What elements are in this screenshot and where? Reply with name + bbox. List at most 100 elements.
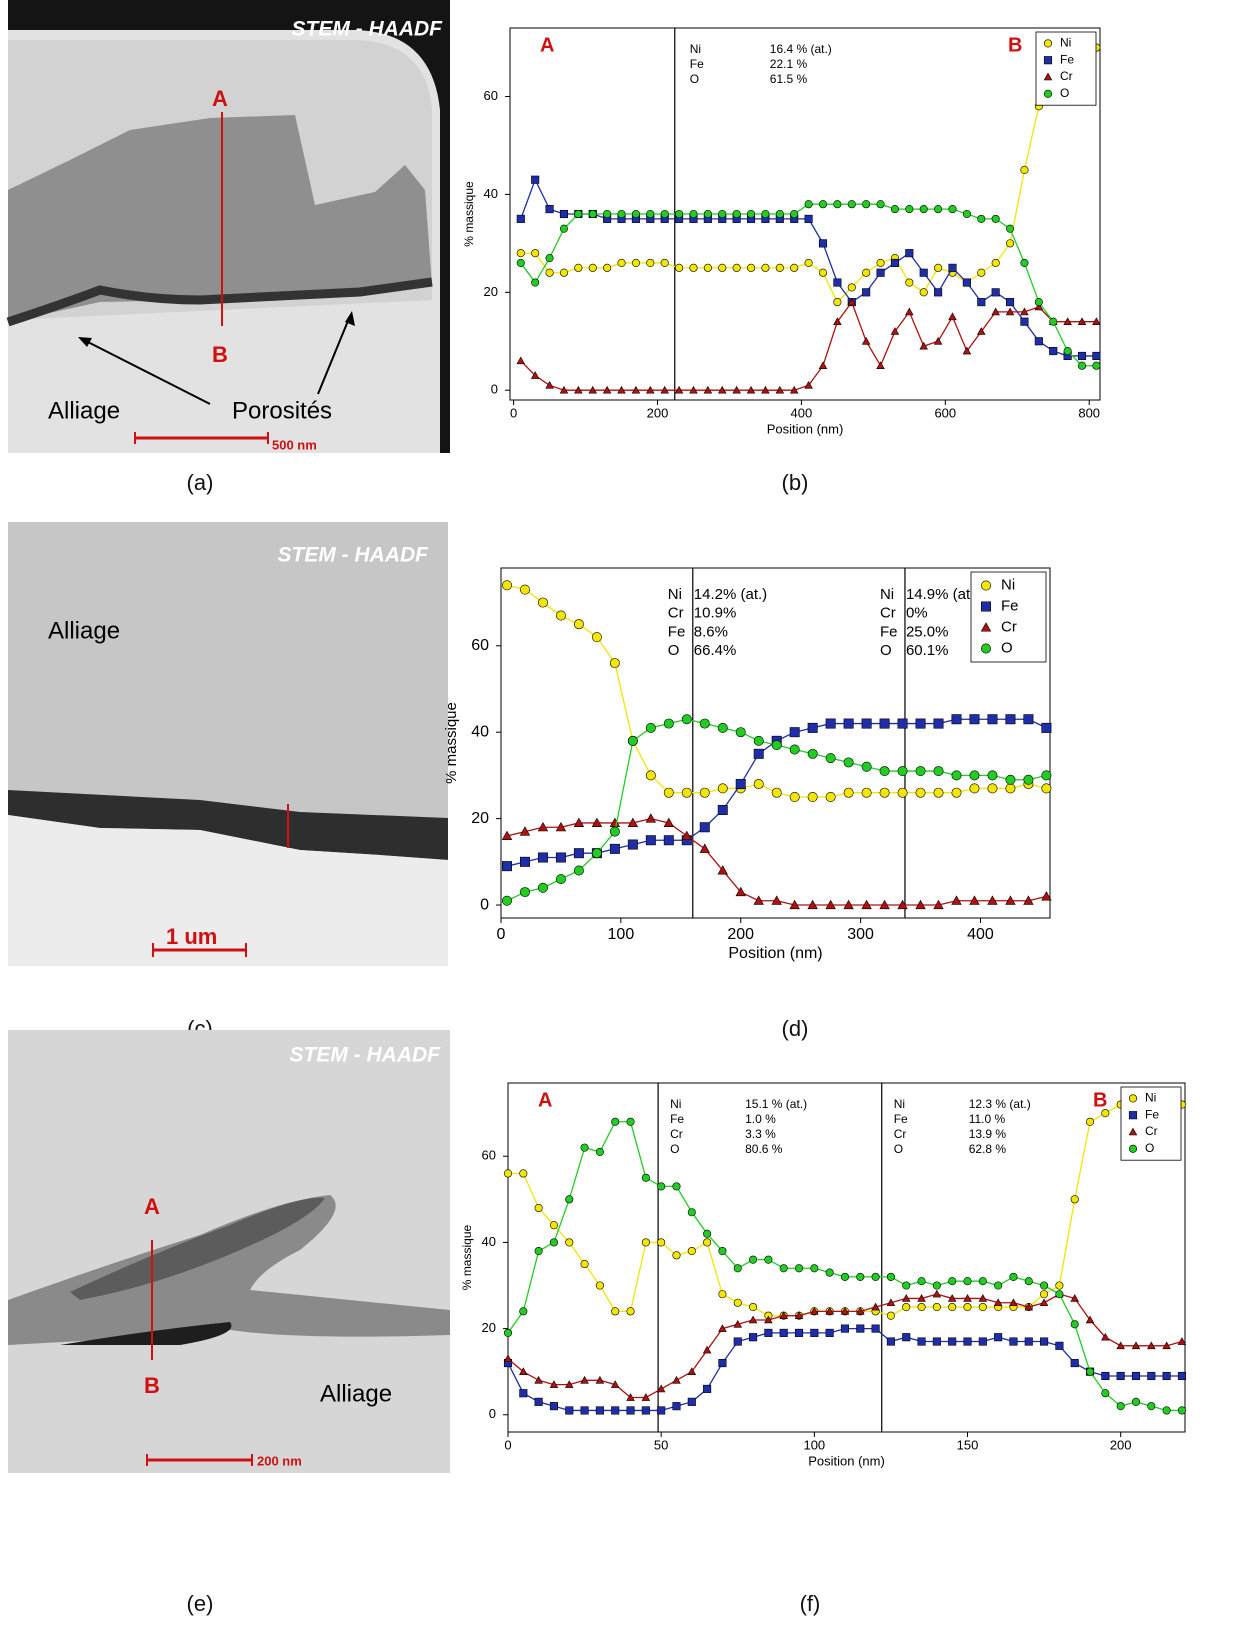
data-point: [991, 288, 1000, 297]
micrograph-a: STEM - HAADF A B Alliage Porosités 500 n…: [6, 0, 450, 453]
x-tick-label: 100: [608, 926, 635, 943]
data-point: [1131, 1341, 1141, 1350]
data-point: [948, 1277, 957, 1286]
data-point: [1162, 1341, 1171, 1350]
caption: (a): [187, 470, 214, 495]
data-point: [699, 787, 710, 798]
data-point: [519, 584, 530, 595]
data-point: [689, 263, 698, 272]
data-point: [753, 895, 764, 905]
data-point: [631, 258, 640, 267]
data-point: [703, 263, 712, 272]
data-point: [919, 341, 928, 350]
y-axis-title: % massique: [443, 702, 460, 784]
composition-element: Ni: [894, 1097, 905, 1111]
data-point: [825, 1306, 834, 1315]
data-point: [1177, 1371, 1186, 1381]
data-point: [687, 1246, 696, 1256]
data-point: [657, 1406, 666, 1415]
data-point: [934, 288, 943, 297]
data-point: [574, 385, 583, 394]
data-point: [825, 899, 836, 910]
data-point: [876, 258, 885, 267]
data-point: [1005, 307, 1015, 316]
data-point: [963, 1294, 972, 1302]
data-point: [1131, 1397, 1141, 1406]
caption: (e): [187, 1591, 214, 1616]
data-point: [1024, 1277, 1033, 1286]
region-label: Porosités: [232, 397, 332, 424]
data-point: [789, 727, 800, 738]
data-point: [555, 874, 566, 885]
data-point: [771, 895, 782, 905]
data-point: [534, 1375, 543, 1384]
data-point: [609, 826, 620, 837]
data-point: [580, 1375, 589, 1384]
composition-value: 62.8 %: [969, 1142, 1007, 1156]
y-tick-label: 0: [480, 896, 489, 913]
data-point: [646, 258, 655, 267]
data-point: [681, 830, 692, 840]
data-point: [915, 766, 926, 777]
legend-marker: [980, 622, 992, 632]
data-point: [991, 307, 1000, 316]
point-label: A: [144, 1194, 160, 1219]
y-tick-label: 40: [482, 1234, 496, 1249]
data-point: [626, 1307, 635, 1316]
data-point: [919, 268, 928, 277]
data-point: [1147, 1341, 1156, 1350]
legend-label: Cr: [1060, 69, 1073, 83]
data-point: [933, 787, 944, 798]
legend-label: O: [1060, 86, 1069, 100]
data-point: [645, 835, 656, 846]
data-point: [555, 852, 566, 863]
data-point: [631, 209, 640, 219]
composition-element: Fe: [894, 1112, 908, 1126]
data-point: [886, 1337, 895, 1346]
data-point: [771, 740, 782, 751]
data-point: [902, 1333, 911, 1342]
data-point: [771, 787, 782, 798]
legend-label: Fe: [1145, 1107, 1159, 1121]
data-point: [516, 249, 525, 258]
legend-marker: [1043, 72, 1053, 81]
data-point: [948, 263, 957, 272]
data-point: [602, 385, 612, 394]
data-point: [818, 200, 828, 209]
data-point: [687, 1397, 696, 1406]
data-point: [905, 249, 914, 258]
data-point: [917, 1277, 926, 1286]
legend-label: Fe: [1001, 597, 1019, 614]
data-point: [897, 899, 908, 910]
data-point: [843, 899, 854, 910]
data-point: [790, 263, 799, 272]
point-label: B: [212, 342, 228, 367]
data-point: [1009, 1272, 1018, 1281]
data-point: [963, 1337, 972, 1346]
data-point: [626, 1393, 635, 1401]
data-point: [969, 714, 980, 725]
legend-marker: [981, 643, 991, 654]
composition-value: 60.1%: [906, 642, 949, 659]
composition-value: 80.6 %: [745, 1142, 783, 1156]
data-point: [672, 1182, 681, 1191]
x-tick-label: 200: [647, 405, 669, 420]
data-point: [1101, 1332, 1110, 1341]
composition-value: 14.2% (at.): [694, 586, 767, 603]
data-point: [804, 380, 813, 389]
data-point: [681, 714, 692, 725]
x-tick-label: 200: [727, 926, 754, 943]
data-point: [689, 385, 698, 394]
data-point: [617, 209, 626, 219]
data-point: [502, 580, 512, 591]
data-point: [1147, 1402, 1156, 1411]
data-point: [1009, 1337, 1018, 1346]
data-point: [675, 209, 684, 219]
data-point: [856, 1324, 865, 1333]
micrograph-e: STEM - HAADF A B Alliage 200 nm: [8, 1030, 450, 1473]
scale-label: 500 nm: [272, 437, 317, 452]
data-point: [962, 209, 971, 219]
data-point: [951, 895, 962, 905]
data-point: [905, 307, 914, 316]
data-point: [702, 1345, 712, 1354]
